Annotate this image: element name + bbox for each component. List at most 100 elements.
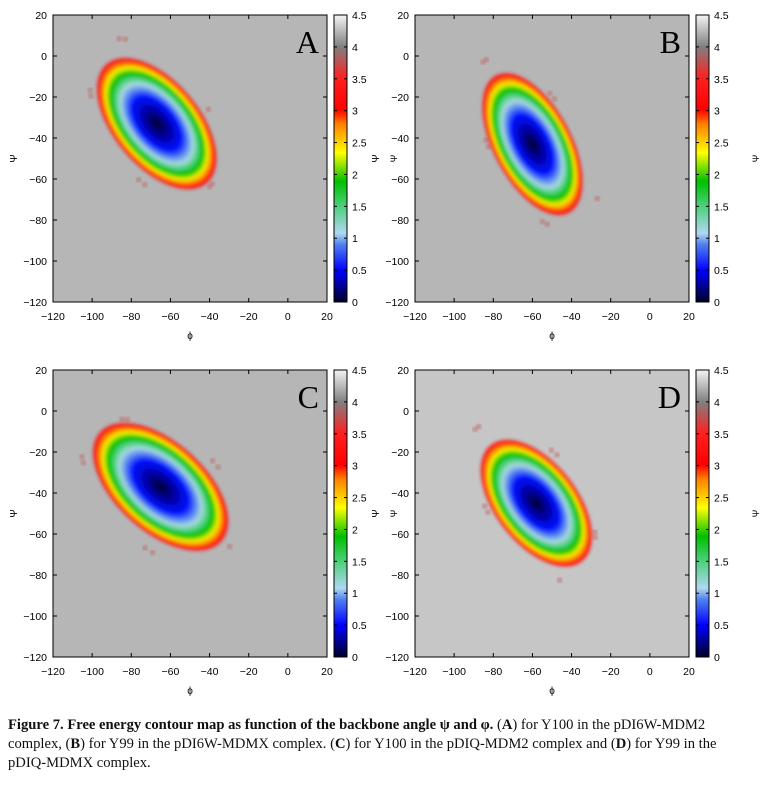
heatmap-speckle bbox=[476, 424, 482, 430]
y-tick-label: 20 bbox=[35, 365, 47, 377]
caption-segment: ) for Y99 in the pDIQ-MDMX complex. bbox=[8, 736, 717, 771]
x-tick-label: −40 bbox=[563, 666, 581, 678]
panel-d: −120 −100 −80 −60 −40 −20 0 20200−20−40−60−80−1… bbox=[371, 365, 761, 697]
heatmap-speckle bbox=[142, 545, 148, 551]
heatmap-speckle bbox=[210, 458, 216, 464]
colorbar-tick-label: 0.5 bbox=[352, 265, 367, 277]
x-tick-label: −80 bbox=[484, 311, 502, 323]
heatmap-speckle bbox=[544, 221, 550, 227]
heatmap-speckle bbox=[539, 219, 545, 225]
x-tick-label: −100 bbox=[442, 311, 466, 323]
heatmap-speckle bbox=[80, 460, 86, 466]
x-tick-label: −120 bbox=[41, 666, 65, 678]
y-axis-label: Ψ bbox=[9, 154, 20, 162]
x-tick-label: −20 bbox=[602, 311, 620, 323]
heatmap-speckle bbox=[592, 529, 598, 535]
colorbar-label: Ψ bbox=[751, 510, 761, 518]
y-tick-label: 20 bbox=[397, 10, 409, 22]
caption-segment: D bbox=[615, 736, 627, 752]
caption-segment: C bbox=[334, 736, 346, 752]
heatmap-speckle bbox=[119, 416, 125, 422]
y-tick-label: −60 bbox=[391, 529, 409, 541]
colorbar-tick-label: 2 bbox=[352, 524, 358, 536]
y-tick-label: 0 bbox=[41, 51, 47, 63]
figure: −120 −100 −80 −60 −40 −20 0 20200−20−40−60−80−1… bbox=[9, 10, 761, 697]
x-axis-label: ϕ bbox=[549, 686, 555, 697]
colorbar-tick-label: 4.5 bbox=[714, 365, 729, 377]
heatmap-speckle bbox=[87, 87, 93, 93]
y-tick-label: 0 bbox=[41, 406, 47, 418]
x-tick-label: −40 bbox=[563, 311, 581, 323]
y-axis-label: Ψ bbox=[9, 509, 20, 517]
colorbar bbox=[695, 369, 710, 658]
x-tick-label: −60 bbox=[162, 666, 180, 678]
heatmap-speckle bbox=[205, 106, 211, 112]
colorbar-tick-label: 4 bbox=[714, 42, 720, 54]
colorbar-tick-label: 0 bbox=[352, 652, 358, 664]
x-axis-label: ϕ bbox=[549, 331, 555, 342]
free-energy-basin bbox=[481, 72, 583, 216]
colorbar-tick-label: 0.5 bbox=[352, 620, 367, 632]
colorbar-tick-label: 1 bbox=[714, 588, 720, 600]
colorbar-tick-label: 0 bbox=[352, 297, 358, 309]
colorbar bbox=[333, 369, 348, 658]
colorbar-tick-label: 3 bbox=[352, 461, 358, 473]
heatmap-speckle bbox=[592, 534, 598, 540]
colorbar-label: Ψ bbox=[751, 155, 761, 163]
x-tick-label: −80 bbox=[122, 311, 140, 323]
plot-frame bbox=[414, 369, 690, 658]
heatmap-speckle bbox=[215, 464, 221, 470]
heatmap-speckle bbox=[79, 454, 85, 460]
y-tick-label: −40 bbox=[391, 488, 409, 500]
x-tick-label: −60 bbox=[162, 311, 180, 323]
colorbar-tick-label: 2.5 bbox=[714, 493, 729, 505]
x-tick-label: −20 bbox=[602, 666, 620, 678]
heatmap-speckle bbox=[209, 181, 215, 187]
plot-frame bbox=[414, 14, 690, 303]
y-tick-label: −60 bbox=[29, 529, 47, 541]
y-tick-label: 20 bbox=[35, 10, 47, 22]
x-tick-label: −60 bbox=[524, 666, 542, 678]
x-tick-label: −120 bbox=[41, 311, 65, 323]
colorbar-tick-label: 1 bbox=[352, 588, 358, 600]
caption-segment: ) for Y99 in the pDI6W-MDMX complex. ( bbox=[80, 736, 335, 752]
y-tick-label: −20 bbox=[29, 92, 47, 104]
heatmap-speckle bbox=[88, 93, 94, 99]
x-tick-label: 20 bbox=[321, 311, 333, 323]
free-energy-basin bbox=[480, 439, 593, 568]
x-tick-label: 0 bbox=[647, 666, 653, 678]
plot-frame bbox=[52, 369, 328, 658]
y-axis-label: Ψ bbox=[371, 509, 382, 517]
y-tick-label: −40 bbox=[391, 133, 409, 145]
panel-a: −120 −100 −80 −60 −40 −20 0 20200−20−40−60−80−1… bbox=[9, 10, 399, 342]
y-axis-label: Ψ bbox=[371, 154, 382, 162]
y-tick-label: −120 bbox=[385, 652, 409, 664]
colorbar-tick-label: 4.5 bbox=[352, 365, 367, 377]
colorbar-tick-label: 4 bbox=[714, 397, 720, 409]
colorbar-tick-label: 4 bbox=[352, 397, 358, 409]
heatmap-speckle bbox=[483, 57, 489, 63]
x-tick-label: −80 bbox=[484, 666, 502, 678]
y-tick-label: −100 bbox=[385, 256, 409, 268]
colorbar-tick-label: 1.5 bbox=[714, 201, 729, 213]
y-tick-label: −120 bbox=[385, 297, 409, 309]
free-energy-basin bbox=[96, 57, 217, 190]
x-tick-label: 20 bbox=[321, 666, 333, 678]
y-tick-label: −100 bbox=[385, 611, 409, 623]
colorbar-tick-label: 2.5 bbox=[352, 493, 367, 505]
x-tick-label: 0 bbox=[285, 311, 291, 323]
heatmap-speckle bbox=[547, 90, 553, 96]
x-tick-label: −100 bbox=[80, 666, 104, 678]
x-tick-label: 0 bbox=[285, 666, 291, 678]
x-tick-label: 20 bbox=[683, 311, 695, 323]
heatmap-speckle bbox=[485, 144, 491, 150]
heatmap-speckle bbox=[594, 196, 600, 202]
y-tick-label: −60 bbox=[29, 174, 47, 186]
y-tick-label: −80 bbox=[29, 570, 47, 582]
x-tick-label: −80 bbox=[122, 666, 140, 678]
heatmap-speckle bbox=[227, 544, 233, 550]
y-tick-label: −100 bbox=[23, 256, 47, 268]
heatmap-speckle bbox=[124, 416, 130, 422]
caption-segment: A bbox=[501, 717, 513, 733]
colorbar-tick-label: 0.5 bbox=[714, 265, 729, 277]
